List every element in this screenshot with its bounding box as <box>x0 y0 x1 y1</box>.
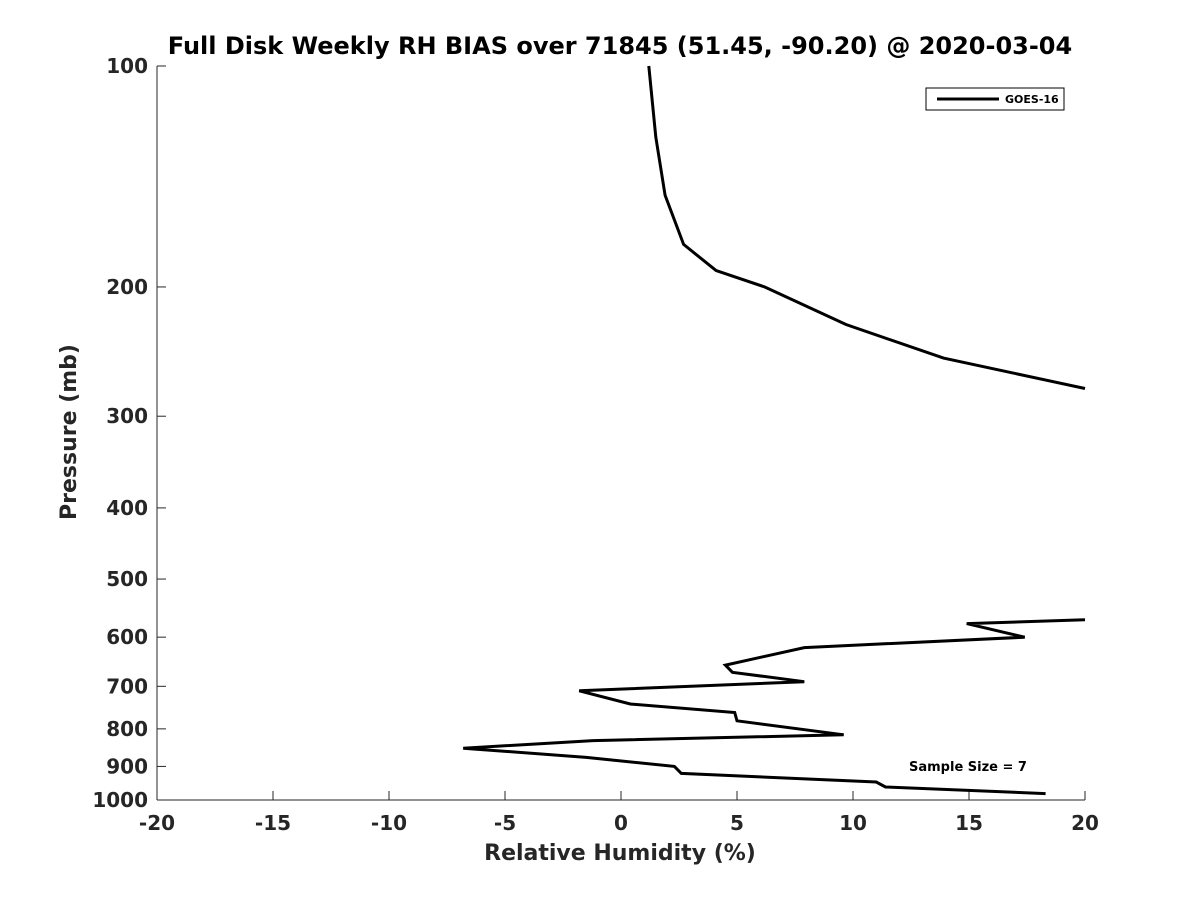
y-axis: 100 200 300 400 500 600 700 800 900 1000 <box>92 54 166 812</box>
x-tick-label: -5 <box>494 811 516 835</box>
series-line-goes16-segment-1 <box>647 65 1086 390</box>
series-layer <box>463 65 1086 796</box>
y-axis-label: Pressure (mb) <box>57 344 82 520</box>
sample-size-annotation: Sample Size = 7 <box>909 760 1027 775</box>
y-tick-label: 300 <box>106 404 148 428</box>
x-axis: -20 -15 -10 -5 0 5 10 15 20 <box>139 791 1099 835</box>
x-tick-label: 20 <box>1071 811 1099 835</box>
y-tick-label: 700 <box>106 674 148 698</box>
chart-title: Full Disk Weekly RH BIAS over 71845 (51.… <box>168 32 1072 60</box>
series-line-goes16-segment-2 <box>463 618 1086 796</box>
y-tick-label: 800 <box>106 717 148 741</box>
x-axis-label: Relative Humidity (%) <box>484 841 756 866</box>
x-tick-label: 0 <box>614 811 628 835</box>
x-tick-label: 15 <box>955 811 983 835</box>
x-tick-label: 10 <box>839 811 867 835</box>
y-tick-label: 400 <box>106 496 148 520</box>
y-tick-label: 600 <box>106 625 148 649</box>
legend: GOES-16 <box>925 87 1065 111</box>
y-tick-label: 200 <box>106 275 148 299</box>
y-tick-label: 500 <box>106 567 148 591</box>
x-tick-label: -10 <box>371 811 407 835</box>
x-tick-label: -15 <box>255 811 291 835</box>
x-tick-label: 5 <box>730 811 744 835</box>
y-tick-label: 900 <box>106 754 148 778</box>
y-tick-label: 100 <box>106 54 148 78</box>
x-tick-label: -20 <box>139 811 175 835</box>
legend-label-goes16: GOES-16 <box>1005 93 1059 106</box>
y-tick-label: 1000 <box>92 788 148 812</box>
